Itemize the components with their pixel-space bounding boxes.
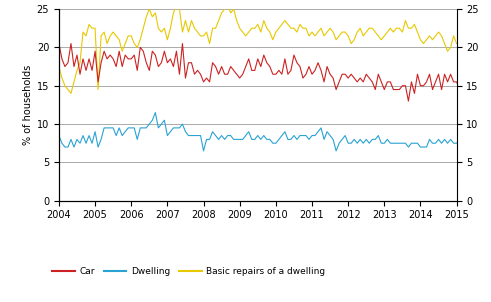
Legend: Car, Dwelling, Basic repairs of a dwelling: Car, Dwelling, Basic repairs of a dwelli… [49, 263, 329, 279]
Y-axis label: % of households: % of households [23, 65, 32, 145]
